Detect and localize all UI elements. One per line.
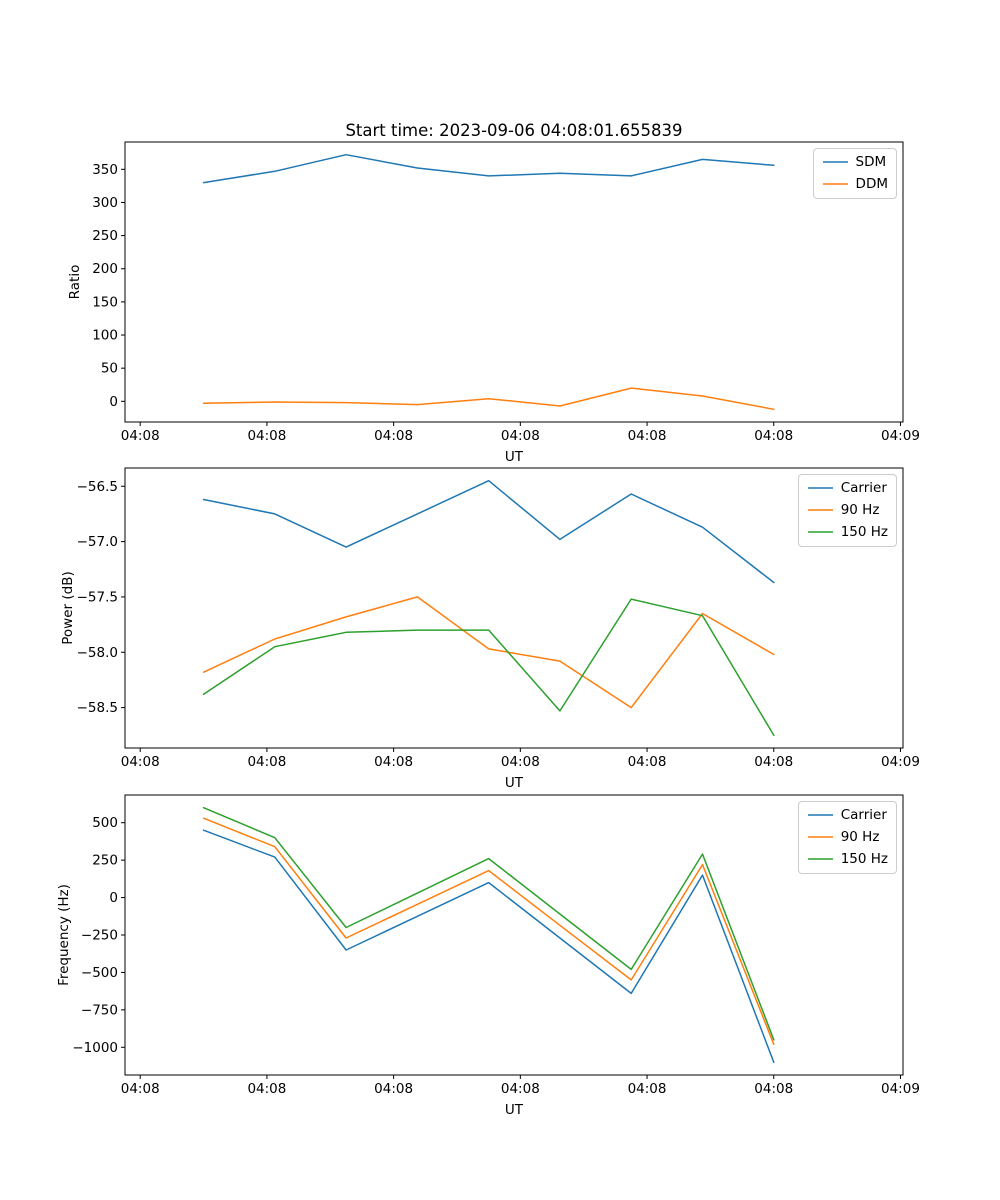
legend-entry-carrier: Carrier xyxy=(807,480,888,497)
x-tick-label: 04:08 xyxy=(501,1081,540,1097)
legend-entry-150hz: 150 Hz xyxy=(807,524,888,541)
series-line-150-hz xyxy=(202,806,775,1041)
y-tick-label: 250 xyxy=(92,228,118,244)
legend-label-90hz: 90 Hz xyxy=(840,501,880,518)
y-tick-label: −250 xyxy=(81,928,118,944)
ylabel-power: Power (dB) xyxy=(60,571,76,645)
legend-entry-90hz: 90 Hz xyxy=(807,829,888,846)
legend-label-150hz: 150 Hz xyxy=(840,850,888,867)
axes-frame-frequency xyxy=(124,794,904,1076)
xlabel-ut-ratio: UT xyxy=(504,449,524,465)
legend-sample-line xyxy=(807,531,833,533)
y-tick-label: −1000 xyxy=(72,1040,118,1056)
x-tick-label: 04:08 xyxy=(121,754,160,770)
axes-frame-power xyxy=(124,467,904,749)
x-tick-label: 04:08 xyxy=(628,754,667,770)
y-tick-label: 250 xyxy=(92,853,118,869)
x-tick-label: 04:08 xyxy=(628,1081,667,1097)
x-tick-label: 04:08 xyxy=(501,754,540,770)
legend-label-ddm: DDM xyxy=(855,175,888,192)
legend-sample-line xyxy=(807,509,833,512)
y-tick-label: −500 xyxy=(81,965,118,981)
y-tick-label: 100 xyxy=(92,328,118,344)
axes-frame-ratio xyxy=(124,141,904,423)
y-tick-label: 0 xyxy=(109,890,118,906)
legend-ratio: SDM DDM xyxy=(812,148,897,199)
legend-sample-line xyxy=(807,836,833,839)
series-line-carrier xyxy=(202,829,775,1064)
series-line-90-hz xyxy=(202,596,775,709)
x-tick-label: 04:08 xyxy=(121,428,160,444)
legend-frequency: Carrier 90 Hz 150 Hz xyxy=(797,801,897,874)
xlabel-ut-power: UT xyxy=(504,775,524,791)
x-tick-label: 04:08 xyxy=(501,428,540,444)
x-tick-label: 04:09 xyxy=(881,1081,920,1097)
x-tick-label: 04:08 xyxy=(628,428,667,444)
y-tick-label: −58.0 xyxy=(77,645,118,661)
xlabel-ut-frequency: UT xyxy=(504,1102,524,1118)
legend-sample-line xyxy=(807,487,833,490)
legend-label-150hz: 150 Hz xyxy=(840,523,888,540)
y-tick-label: 0 xyxy=(109,394,118,410)
legend-entry-90hz: 90 Hz xyxy=(807,502,888,519)
legend-entry-sdm: SDM xyxy=(822,154,888,171)
x-tick-label: 04:08 xyxy=(247,1081,286,1097)
x-tick-label: 04:09 xyxy=(881,754,920,770)
legend-sample-line xyxy=(807,814,833,817)
x-tick-label: 04:08 xyxy=(121,1081,160,1097)
y-tick-label: 300 xyxy=(92,195,118,211)
legend-sample-line xyxy=(822,183,848,186)
legend-label-sdm: SDM xyxy=(855,154,887,170)
series-line-ddm xyxy=(202,387,775,411)
y-tick-label: 200 xyxy=(92,261,118,277)
legend-sample-line xyxy=(822,161,848,164)
legend-entry-carrier: Carrier xyxy=(807,807,888,824)
y-tick-label: −58.5 xyxy=(77,700,118,716)
y-tick-label: 350 xyxy=(92,162,118,178)
x-tick-label: 04:08 xyxy=(754,754,793,770)
ylabel-frequency: Frequency (Hz) xyxy=(56,884,72,986)
y-tick-label: −750 xyxy=(81,1002,118,1018)
legend-power: Carrier 90 Hz 150 Hz xyxy=(797,474,897,547)
legend-sample-line xyxy=(807,858,833,860)
figure-title: Start time: 2023-09-06 04:08:01.655839 xyxy=(345,121,683,140)
y-tick-label: 50 xyxy=(101,361,118,377)
series-line-sdm xyxy=(202,153,775,184)
y-tick-label: −56.5 xyxy=(77,479,118,495)
series-line-carrier xyxy=(202,479,775,584)
x-tick-label: 04:08 xyxy=(247,428,286,444)
series-line-90-hz xyxy=(202,817,775,1046)
x-tick-label: 04:08 xyxy=(374,1081,413,1097)
x-tick-label: 04:08 xyxy=(754,1081,793,1097)
x-tick-label: 04:08 xyxy=(754,428,793,444)
ylabel-ratio: Ratio xyxy=(67,264,83,300)
y-tick-label: −57.5 xyxy=(77,589,118,605)
y-tick-label: 500 xyxy=(92,815,118,831)
x-tick-label: 04:09 xyxy=(881,428,920,444)
x-tick-label: 04:08 xyxy=(374,754,413,770)
x-tick-label: 04:08 xyxy=(247,754,286,770)
legend-entry-ddm: DDM xyxy=(822,176,888,193)
legend-entry-150hz: 150 Hz xyxy=(807,851,888,868)
series-line-150-hz xyxy=(202,598,775,737)
y-tick-label: −57.0 xyxy=(77,534,118,550)
legend-label-90hz: 90 Hz xyxy=(840,828,880,845)
legend-label-carrier: Carrier xyxy=(840,480,887,496)
y-tick-label: 150 xyxy=(92,294,118,310)
legend-label-carrier: Carrier xyxy=(840,807,887,823)
x-tick-label: 04:08 xyxy=(374,428,413,444)
